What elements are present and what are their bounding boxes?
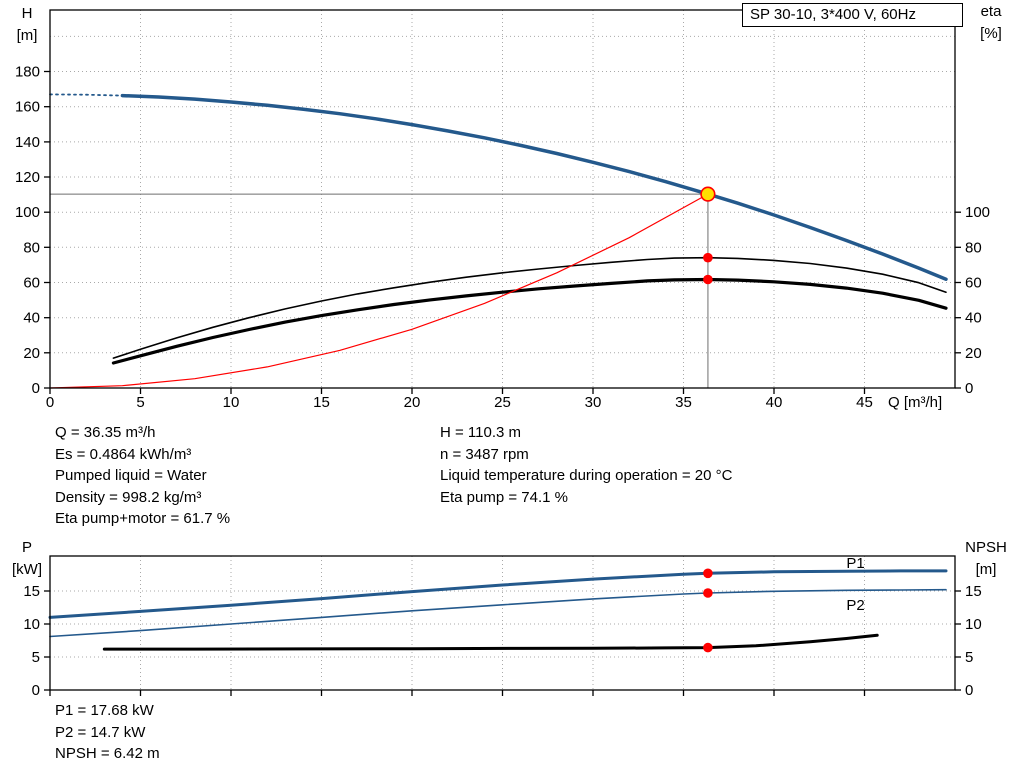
y-tick-label-right: 0	[965, 380, 973, 397]
x-tick-label: 20	[404, 394, 421, 411]
y-tick-label-left: 20	[23, 345, 40, 362]
y-tick-label-left: 60	[23, 275, 40, 292]
y-tick-label-left: 5	[32, 649, 40, 666]
y-tick-label-left: 0	[32, 380, 40, 397]
y-axis-left-title: P	[22, 540, 32, 556]
x-tick-label: 45	[856, 394, 873, 411]
info-density: Density = 998.2 kg/m³	[55, 488, 202, 506]
power-npsh-chart: 0 5 10 15 0 5 10 15 P [kW] NPSH [m] P1 P2	[12, 540, 1007, 699]
x-tick-label: 30	[585, 394, 602, 411]
y-tick-label-right: 80	[965, 239, 982, 256]
info-pumped-liquid: Pumped liquid = Water	[55, 467, 207, 484]
duty-point-dot	[703, 588, 713, 598]
duty-point-main	[700, 186, 716, 202]
pump-model-label: SP 30-10, 3*400 V, 60Hz	[750, 6, 916, 23]
curve-system-curve	[49, 193, 709, 389]
y-tick-label-right: 100	[965, 204, 990, 221]
y-tick-label-right: 20	[965, 345, 982, 362]
x-tick-label: 40	[766, 394, 783, 411]
x-tick-label: 35	[675, 394, 692, 411]
y-tick-label-left: 10	[23, 616, 40, 633]
x-axis-title: Q [m³/h]	[888, 394, 942, 411]
info-eta-pump: Eta pump = 74.1 %	[440, 488, 568, 506]
duty-point-dot	[703, 642, 713, 653]
x-tick-label: 5	[136, 394, 144, 411]
info-liquid-temperature: Liquid temperature during operation = 20…	[440, 467, 733, 484]
x-tick-label: 25	[494, 394, 511, 411]
head-efficiency-chart: 0 5 10 15 20 25 30 35 40 45 0 20 40 60 80 100 120 140 160 1…	[15, 3, 1003, 411]
info-p1: P1 = 17.68 kW	[55, 702, 154, 719]
y-tick-label-right: 5	[965, 649, 973, 666]
y-tick-label-left: 0	[32, 682, 40, 699]
x-tick-label: 15	[313, 394, 330, 411]
y-tick-label-left: 180	[15, 64, 40, 81]
curve-eta-pump	[112, 256, 947, 359]
y-tick-label-left: 80	[23, 239, 40, 256]
info-p2: P2 = 14.7 kW	[55, 723, 146, 741]
duty-info-right-column: H = 110.3 m n = 3487 rpm Liquid temperat…	[440, 422, 732, 508]
info-eta-pump-motor: Eta pump+motor = 61.7 %	[55, 510, 231, 527]
curve-eta-pump-motor	[111, 277, 948, 365]
y-tick-label-left: 15	[23, 583, 40, 600]
y-tick-label-right: 15	[965, 583, 982, 600]
y-tick-label-right: 40	[965, 310, 982, 327]
curve-label-p1: P1	[846, 555, 864, 572]
y-tick-label-left: 120	[15, 169, 40, 186]
info-es: Es = 0.4864 kWh/m³	[55, 445, 192, 463]
y-tick-label-left: 140	[15, 134, 40, 151]
y-tick-label-left: 100	[15, 204, 40, 221]
x-tick-label: 0	[46, 394, 54, 411]
info-h: H = 110.3 m	[440, 424, 522, 441]
y-tick-label-left: 160	[15, 99, 40, 116]
y-tick-label-right: 60	[965, 275, 982, 292]
curve-label-p2: P2	[846, 597, 864, 614]
power-info-column: P1 = 17.68 kW P2 = 14.7 kW NPSH = 6.42 m	[55, 700, 160, 765]
curve-p2	[49, 588, 947, 638]
y-tick-label-left: 40	[23, 310, 40, 327]
y-tick-label-right: 0	[965, 682, 973, 699]
info-n: n = 3487 rpm	[440, 445, 529, 463]
y-axis-left-title: H	[22, 5, 33, 22]
y-axis-right-title: NPSH	[965, 540, 1007, 556]
y-axis-left-unit: [m]	[17, 27, 38, 44]
duty-point-dot	[703, 568, 713, 579]
curve-npsh	[102, 633, 879, 651]
curve-head	[120, 93, 948, 281]
y-axis-right-unit: [m]	[976, 561, 997, 578]
pump-model-box: SP 30-10, 3*400 V, 60Hz	[742, 3, 963, 27]
curve-p1	[48, 569, 948, 619]
x-tick-label: 10	[223, 394, 240, 411]
y-axis-left-unit: [kW]	[12, 561, 42, 578]
y-axis-right-title: eta	[981, 3, 1003, 20]
info-q: Q = 36.35 m³/h	[55, 424, 156, 441]
duty-info-left-column: Q = 36.35 m³/h Es = 0.4864 kWh/m³ Pumped…	[55, 422, 230, 530]
info-npsh: NPSH = 6.42 m	[55, 745, 160, 762]
y-axis-right-unit: [%]	[980, 25, 1002, 42]
duty-point-eta-dot	[703, 274, 713, 285]
y-tick-label-right: 10	[965, 616, 982, 633]
curve-head-lead-dashed	[49, 93, 124, 97]
duty-point-eta-dot	[703, 252, 713, 263]
